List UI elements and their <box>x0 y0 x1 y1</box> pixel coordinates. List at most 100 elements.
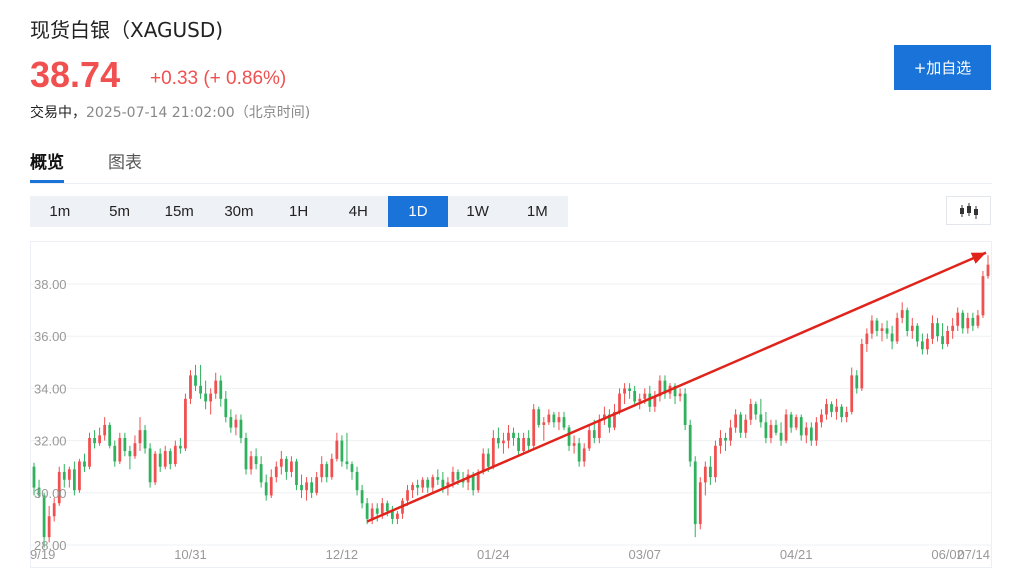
candle-body <box>794 417 798 428</box>
candle-body <box>305 482 308 491</box>
candle <box>491 430 495 470</box>
candle <box>825 398 828 420</box>
candle <box>658 375 662 402</box>
candle-body <box>47 516 51 538</box>
candle <box>310 477 314 499</box>
candle-body <box>67 469 71 480</box>
candle-body <box>411 484 414 491</box>
candle <box>168 448 172 470</box>
candle <box>173 440 177 467</box>
x-tick-label: 09/19 <box>30 547 55 562</box>
candle-body <box>714 445 717 478</box>
candle <box>678 388 682 402</box>
candle-body <box>547 414 551 423</box>
candle-body <box>613 411 616 428</box>
candle-body <box>375 508 379 514</box>
price-chart[interactable]: 28.00 30.00 32.00 34.00 36.00 38.00 09/19 10/31… <box>23 241 992 575</box>
candle-body <box>951 325 955 331</box>
candle-body <box>572 443 576 446</box>
candle <box>628 383 632 399</box>
y-tick-label: 34.00 <box>34 381 67 396</box>
candle <box>365 498 369 525</box>
candle-body <box>436 477 440 480</box>
candle <box>577 437 581 467</box>
candle-body <box>961 312 965 329</box>
candle <box>224 391 228 423</box>
candle <box>557 411 561 431</box>
candle-body <box>406 490 409 501</box>
candle <box>279 451 283 475</box>
tab-overview[interactable]: 概览 <box>30 153 64 173</box>
x-tick-label: 01/24 <box>477 547 510 562</box>
candle-body <box>37 487 41 496</box>
period-1m[interactable]: 1m <box>49 203 71 220</box>
y-tick-label: 38.00 <box>34 277 67 292</box>
candle-body <box>476 471 480 491</box>
candle-body <box>820 414 823 423</box>
period-1w[interactable]: 1W <box>466 203 489 220</box>
candle-body <box>941 336 944 345</box>
candle-body <box>825 404 828 415</box>
candle <box>300 474 303 499</box>
candle-body <box>628 388 632 392</box>
candle <box>466 469 470 491</box>
candle <box>512 427 515 446</box>
period-1d[interactable]: 1D <box>388 196 448 227</box>
candle <box>941 323 944 350</box>
candle <box>527 430 531 452</box>
candle-body <box>446 482 450 488</box>
candle <box>870 315 874 339</box>
candle <box>618 388 621 415</box>
candle <box>880 323 884 342</box>
candle-body <box>496 437 500 444</box>
candle-body <box>178 445 182 449</box>
candle-body <box>931 323 934 339</box>
candle-body <box>956 312 960 326</box>
period-30m[interactable]: 30m <box>224 203 254 220</box>
candle-body <box>658 380 662 397</box>
candle <box>926 333 929 355</box>
candle-body <box>688 424 692 462</box>
candle <box>951 317 955 339</box>
period-15m[interactable]: 15m <box>164 203 194 220</box>
candle <box>396 511 399 525</box>
period-1h[interactable]: 1H <box>289 203 309 220</box>
candle-body <box>421 479 425 488</box>
candle-body <box>835 406 838 412</box>
candle <box>42 492 46 548</box>
candle <box>734 409 738 433</box>
candle-body <box>885 328 889 334</box>
candle-body <box>42 495 46 538</box>
period-5m[interactable]: 5m <box>109 203 130 220</box>
candle-body <box>78 461 81 491</box>
candle-body <box>138 430 142 444</box>
candle-body <box>239 419 243 438</box>
candle-body <box>143 430 147 449</box>
candle-body <box>809 427 813 441</box>
candle-body <box>880 328 884 331</box>
candle-body <box>380 503 384 514</box>
candle <box>93 430 96 449</box>
candle-body <box>345 461 349 465</box>
add-watchlist-button[interactable]: +加自选 <box>894 45 991 90</box>
candle-body <box>456 471 460 480</box>
candle-body <box>789 414 793 428</box>
candle-body <box>804 427 808 436</box>
candlestick-chart[interactable]: 28.00 30.00 32.00 34.00 36.00 38.00 09/19 10/31… <box>23 241 992 571</box>
candle-body <box>118 437 122 462</box>
candle-body <box>189 375 192 399</box>
period-1mo[interactable]: 1M <box>526 203 548 220</box>
candle <box>401 498 404 519</box>
candle-body <box>557 417 561 423</box>
candle <box>724 432 727 452</box>
candle <box>57 466 61 506</box>
candle-body <box>360 490 364 504</box>
candle-body <box>32 466 36 488</box>
chart-type-button[interactable] <box>946 196 991 225</box>
candle-body <box>845 411 849 418</box>
candle-body <box>355 471 359 491</box>
candle-body <box>441 479 445 488</box>
tab-chart[interactable]: 图表 <box>108 153 142 173</box>
candle <box>274 461 278 483</box>
period-4h[interactable]: 4H <box>348 203 368 220</box>
